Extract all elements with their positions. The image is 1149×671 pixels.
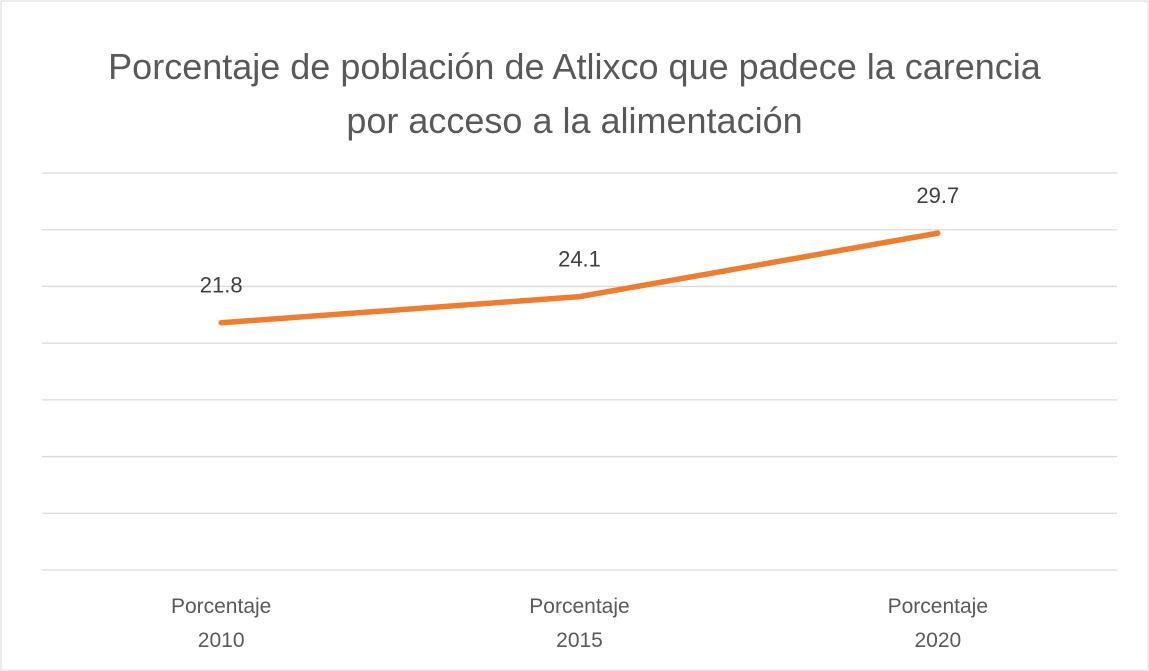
x-tick-label: Porcentaje 2015 xyxy=(529,595,630,652)
chart-title: Porcentaje de población de Atlixco que p… xyxy=(108,46,1041,141)
data-label: 21.8 xyxy=(200,273,243,298)
data-label: 24.1 xyxy=(558,247,601,272)
data-label: 29.7 xyxy=(916,183,959,208)
line xyxy=(218,230,941,326)
x-tick-label: Porcentaje 2010 xyxy=(170,595,272,652)
x-tick-label: Porcentaje 2020 xyxy=(887,595,989,652)
